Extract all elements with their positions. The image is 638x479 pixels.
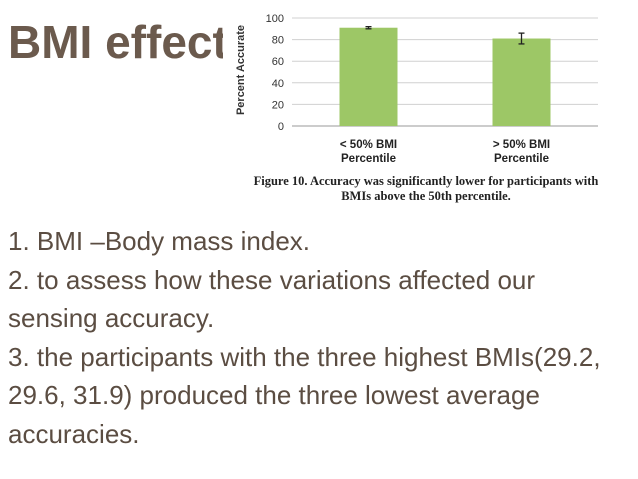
figure-caption: Figure 10. Accuracy was significantly lo… — [253, 174, 599, 203]
y-tick-label: 100 — [266, 13, 284, 25]
bullet-item: 1. BMI –Body mass index. — [8, 226, 311, 256]
grid-lines — [292, 17, 598, 127]
category-label: < 50% BMI — [340, 139, 397, 151]
bars — [339, 27, 551, 126]
y-tick-label: 80 — [272, 35, 284, 47]
category-label: Percentile — [341, 153, 396, 165]
category-label: > 50% BMI — [493, 139, 550, 151]
bullet-item: 3. the participants with the three highe… — [8, 341, 601, 449]
bullet-list: 1. BMI –Body mass index. 2. to assess ho… — [8, 222, 628, 453]
y-tick-label: 0 — [278, 121, 284, 133]
bullet-item: 2. to assess how these variations affect… — [8, 264, 536, 334]
y-axis-label: Percent Accurate — [235, 25, 247, 115]
y-tick-labels: 0 20 40 60 80 100 — [266, 13, 284, 133]
bar-chart: 0 20 40 60 80 100 < 50% BMI Percentile > 50% BM… — [235, 13, 598, 165]
category-labels: < 50% BMI Percentile > 50% BMI Percentile — [340, 139, 550, 165]
error-bar — [365, 25, 372, 30]
y-tick-label: 20 — [272, 99, 284, 111]
y-tick-label: 40 — [272, 78, 284, 90]
error-bar — [518, 32, 525, 45]
error-bars — [365, 25, 525, 45]
bar — [492, 38, 551, 126]
category-label: Percentile — [494, 153, 549, 165]
slide-title: BMI effect — [8, 16, 223, 68]
figure: 0 20 40 60 80 100 < 50% BMI Percentile > 50% BM… — [226, 6, 614, 212]
y-tick-label: 60 — [272, 56, 284, 68]
bar — [339, 27, 398, 126]
